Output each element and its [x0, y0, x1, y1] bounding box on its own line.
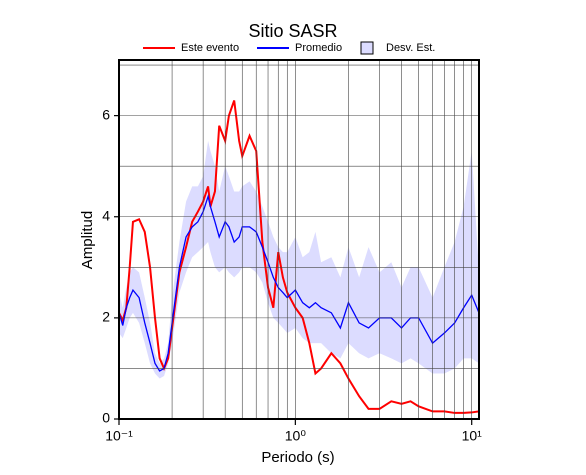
- y-tick-label: 0: [102, 410, 110, 426]
- y-tick-label: 2: [102, 309, 110, 325]
- y-tick-label: 4: [102, 207, 110, 223]
- y-tick-label: 6: [102, 106, 110, 122]
- series-line: [119, 100, 479, 414]
- plot-frame: [118, 59, 480, 420]
- chart-title: Sitio SASR: [248, 21, 337, 41]
- x-tick-label: 10¹: [462, 428, 483, 444]
- x-axis-label: Periodo (s): [261, 449, 334, 466]
- x-tick-label: 10⁰: [285, 428, 307, 444]
- legend-label: Este evento: [181, 42, 239, 54]
- legend-label: Promedio: [295, 42, 342, 54]
- legend-label: Desv. Est.: [386, 42, 435, 54]
- y-axis-label: Amplitud: [79, 211, 96, 269]
- std-band: [119, 140, 479, 379]
- x-tick-label: 10⁻¹: [105, 428, 133, 444]
- legend-swatch: [360, 41, 374, 55]
